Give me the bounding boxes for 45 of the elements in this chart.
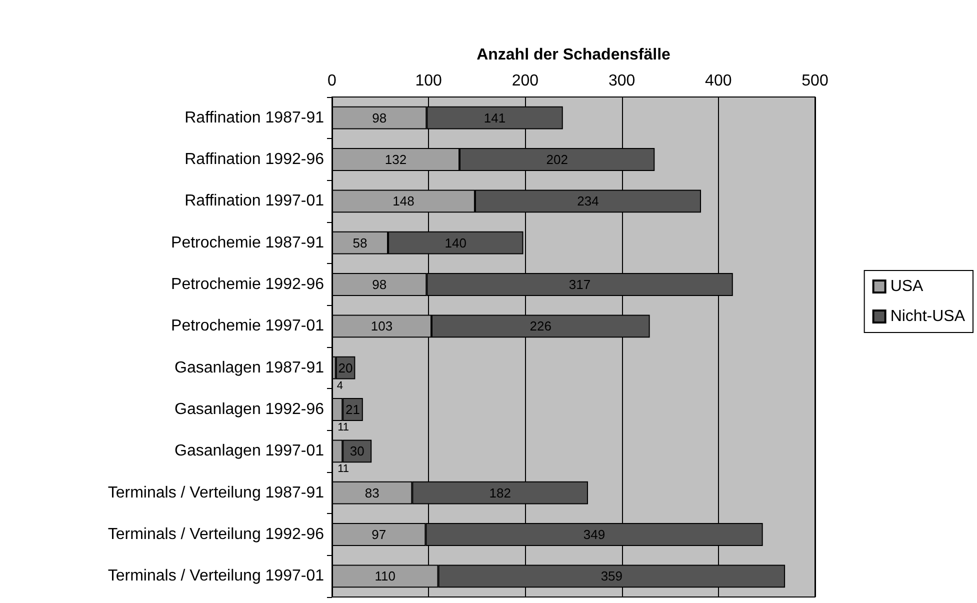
data-label: 349	[583, 527, 606, 542]
data-label: 182	[489, 485, 511, 500]
y-tick-label: Terminals / Verteilung 1997-01	[108, 568, 324, 585]
data-label: 21	[346, 402, 360, 417]
y-tick-label: Gasanlagen 1997-01	[174, 442, 324, 460]
y-tick-label: Petrochemie 1987-91	[171, 234, 324, 252]
y-tick-label: Petrochemie 1997-01	[171, 318, 324, 335]
x-tick-label: 200	[512, 72, 539, 90]
x-tick-label: 500	[802, 72, 828, 90]
legend-label: USA	[890, 278, 924, 295]
x-tick-label: 100	[415, 72, 442, 90]
data-label: 4	[336, 380, 343, 392]
data-label: 359	[600, 568, 623, 584]
y-tick-label: Petrochemie 1992-96	[171, 276, 324, 293]
x-tick-label: 300	[608, 72, 636, 90]
data-label: 20	[338, 360, 353, 376]
y-tick-label: Gasanlagen 1992-96	[174, 401, 324, 418]
data-label: 83	[364, 485, 380, 500]
data-label: 58	[352, 235, 368, 250]
data-label: 132	[384, 152, 407, 167]
data-label: 11	[338, 463, 350, 476]
data-label: 141	[484, 110, 506, 126]
y-tick-label: Gasanlagen 1987-91	[174, 359, 324, 376]
y-tick-label: Terminals / Verteilung 1987-91	[108, 484, 324, 502]
legend-label: Nicht-USA	[890, 308, 966, 325]
data-label: 140	[444, 235, 466, 250]
data-label: 98	[372, 277, 387, 292]
y-tick-label: Raffination 1987-91	[184, 109, 324, 126]
data-label: 30	[350, 444, 364, 459]
x-tick-label: 0	[328, 72, 337, 90]
y-tick-label: Raffination 1992-96	[184, 151, 324, 168]
data-label: 98	[372, 110, 387, 126]
data-label: 103	[370, 318, 393, 334]
data-label: 317	[568, 277, 591, 292]
y-tick-label: Terminals / Verteilung 1992-96	[108, 526, 324, 543]
y-tick-label: Raffination 1997-01	[184, 192, 324, 210]
data-label: 148	[392, 194, 414, 209]
data-label: 110	[374, 568, 396, 584]
data-label: 234	[577, 194, 599, 209]
data-label: 97	[372, 527, 386, 542]
data-label: 226	[530, 318, 552, 334]
data-label: 11	[338, 421, 350, 434]
x-tick-label: 400	[705, 72, 732, 90]
data-label: 202	[546, 152, 568, 167]
x-axis-title: Anzahl der Schadensfälle	[476, 46, 671, 64]
